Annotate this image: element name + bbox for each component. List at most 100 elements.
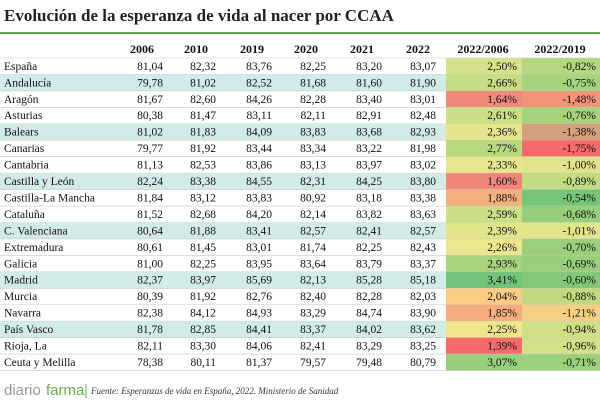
cell-value: 1,39%: [487, 341, 517, 353]
cell-value: 83,30: [190, 341, 216, 353]
cell-value: 84,74: [356, 308, 382, 320]
heat-cell: [522, 107, 600, 124]
heat-cell: [446, 271, 522, 289]
row-stripe: [0, 74, 446, 91]
column-header: 2022: [406, 42, 430, 56]
cell-value: 78,38: [137, 357, 163, 369]
cell-value: 83,38: [190, 176, 216, 188]
region-name: Navarra: [4, 308, 41, 320]
heat-cell: [522, 206, 600, 223]
cell-value: 81,92: [190, 291, 216, 303]
cell-value: 82,28: [300, 94, 326, 106]
region-name: Cataluña: [4, 209, 45, 221]
cell-value: 84,20: [246, 209, 272, 221]
cell-value: 83,82: [356, 209, 382, 221]
cell-value: 83,68: [356, 127, 382, 139]
heat-cell: [446, 288, 522, 305]
heat-cell: [522, 156, 600, 174]
cell-value: -0,94%: [562, 324, 596, 336]
cell-value: 2,59%: [487, 209, 517, 221]
cell-value: -0,69%: [562, 258, 596, 270]
column-header: 2021: [350, 42, 374, 56]
cell-value: 84,93: [246, 308, 272, 320]
cell-value: 82,11: [138, 341, 164, 353]
cell-value: 83,01: [410, 94, 436, 106]
column-header: 2019: [240, 42, 264, 56]
cell-value: 82,13: [300, 275, 326, 287]
cell-value: 81,92: [190, 143, 216, 155]
column-header: 2010: [184, 42, 208, 56]
cell-value: 82,48: [410, 110, 436, 122]
heat-cell: [446, 90, 522, 108]
cell-value: 85,28: [356, 275, 382, 287]
cell-value: 82,31: [300, 176, 326, 188]
cell-value: 81,37: [246, 357, 272, 369]
heat-cell: [446, 156, 522, 174]
cell-value: 80,11: [191, 357, 217, 369]
cell-value: 82,57: [410, 225, 436, 237]
cell-value: 3,07%: [487, 357, 517, 369]
cell-value: 1,64%: [487, 94, 517, 106]
cell-value: 82,53: [190, 160, 216, 172]
cell-value: 83,12: [190, 192, 216, 204]
cell-value: 83,62: [410, 324, 436, 336]
cell-value: 81,90: [410, 77, 436, 89]
cell-value: 84,25: [356, 176, 382, 188]
cell-value: 83,38: [410, 192, 436, 204]
cell-value: 85,18: [410, 275, 436, 287]
column-header: 2022/2006: [457, 42, 508, 56]
cell-value: 80,38: [137, 110, 163, 122]
cell-value: -0,54%: [562, 192, 596, 204]
cell-value: 82,85: [190, 324, 216, 336]
region-name: Galicia: [4, 258, 37, 270]
cell-value: 83,07: [410, 61, 436, 73]
cell-value: 2,66%: [487, 77, 517, 89]
region-name: Castilla-La Mancha: [4, 192, 95, 204]
cell-value: 83,44: [246, 143, 272, 155]
cell-value: 82,14: [300, 209, 326, 221]
column-header: 2006: [130, 42, 154, 56]
cell-value: -0,89%: [562, 176, 596, 188]
cell-value: 81,02: [137, 127, 163, 139]
cell-value: 2,04%: [487, 291, 517, 303]
cell-value: 83,22: [356, 143, 382, 155]
cell-value: -0,60%: [562, 275, 596, 287]
cell-value: 82,60: [190, 94, 216, 106]
cell-value: 2,33%: [487, 160, 517, 172]
cell-value: 83,83: [300, 127, 326, 139]
cell-value: 83,13: [300, 160, 326, 172]
cell-value: 85,69: [246, 275, 272, 287]
cell-value: 83,25: [410, 341, 436, 353]
cell-value: 82,03: [410, 291, 436, 303]
brand-diario: diario: [4, 382, 41, 399]
region-name: País Vasco: [4, 324, 54, 336]
cell-value: 83,40: [356, 94, 382, 106]
cell-value: 83,76: [246, 61, 272, 73]
cell-value: -0,96%: [562, 341, 596, 353]
heat-cell: [522, 271, 600, 289]
cell-value: 2,36%: [487, 127, 517, 139]
heat-cell: [522, 222, 600, 239]
cell-value: 83,86: [246, 160, 272, 172]
cell-value: 1,85%: [487, 308, 517, 320]
cell-value: 82,32: [190, 61, 216, 73]
cell-value: -0,70%: [562, 242, 596, 254]
cell-value: 2,26%: [487, 242, 517, 254]
cell-value: 81,04: [137, 61, 163, 73]
cell-value: 82,76: [246, 291, 272, 303]
cell-value: 2,25%: [487, 324, 517, 336]
heat-cell: [522, 189, 600, 207]
cell-value: 81,74: [300, 242, 326, 254]
cell-value: 82,37: [137, 275, 163, 287]
region-name: Aragón: [4, 94, 39, 106]
region-name: Ceuta y Melilla: [4, 357, 76, 369]
cell-value: 83,90: [410, 308, 436, 320]
column-header: 2022/2019: [534, 42, 585, 56]
cell-value: 84,09: [246, 127, 272, 139]
cell-value: -0,71%: [562, 357, 596, 369]
cell-value: -1,01%: [562, 225, 596, 237]
cell-value: 79,78: [137, 77, 163, 89]
cell-value: 81,02: [190, 77, 216, 89]
heat-cell: [446, 58, 522, 75]
cell-value: 82,28: [356, 291, 382, 303]
